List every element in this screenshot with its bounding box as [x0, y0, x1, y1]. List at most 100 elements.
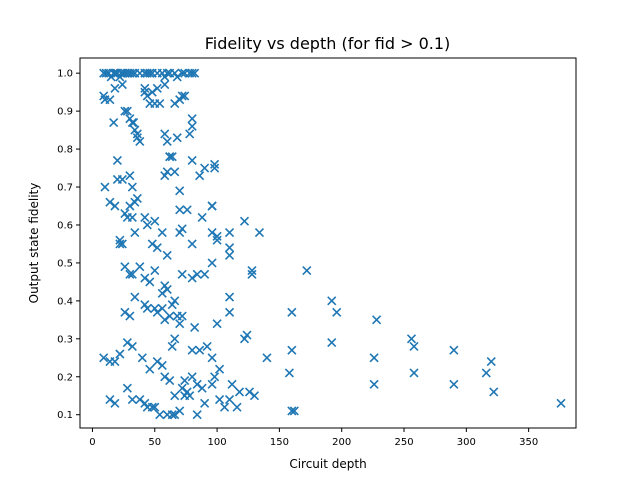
data-point	[249, 391, 260, 401]
data-point	[332, 307, 342, 317]
x-tick-label: 150	[270, 437, 289, 448]
data-point	[130, 227, 140, 238]
data-point	[195, 345, 205, 355]
data-point	[165, 375, 175, 386]
data-point	[127, 394, 137, 405]
data-point	[101, 68, 111, 78]
data-point	[109, 117, 119, 128]
data-point	[142, 220, 152, 230]
data-point	[369, 379, 379, 389]
data-point	[242, 330, 252, 340]
data-point	[110, 357, 120, 367]
data-point	[145, 68, 155, 78]
data-point	[125, 311, 135, 321]
data-point	[175, 205, 185, 215]
data-point	[157, 227, 167, 238]
data-point	[212, 231, 222, 241]
data-point	[99, 353, 109, 363]
data-point	[120, 106, 130, 116]
y-tick-label: 0.9	[57, 107, 73, 118]
data-point	[227, 379, 237, 389]
data-point	[165, 311, 175, 321]
data-point	[369, 353, 379, 363]
data-point	[232, 402, 242, 412]
data-point	[147, 402, 157, 412]
data-point	[177, 91, 187, 101]
data-point	[112, 155, 122, 166]
chart-title: Fidelity vs depth (for fid > 0.1)	[205, 34, 451, 53]
data-point	[202, 341, 212, 351]
data-point	[210, 163, 220, 173]
data-point	[224, 307, 235, 317]
data-point	[167, 152, 177, 162]
data-point	[127, 269, 137, 279]
data-point	[556, 398, 566, 408]
data-point	[110, 398, 120, 408]
data-point	[127, 68, 137, 78]
data-point	[122, 106, 132, 116]
data-point	[190, 322, 200, 333]
plot-frame	[79, 57, 577, 429]
data-point	[122, 338, 132, 348]
data-point	[162, 136, 172, 147]
data-point	[152, 243, 162, 253]
x-axis-label: Circuit depth	[289, 457, 366, 471]
data-point	[135, 136, 145, 147]
data-point	[239, 216, 250, 226]
data-point	[122, 383, 132, 393]
data-point	[187, 345, 197, 355]
data-point	[162, 284, 172, 295]
data-point	[180, 91, 190, 101]
data-point	[187, 372, 197, 382]
data-point	[212, 319, 222, 329]
data-point	[207, 353, 217, 363]
data-point	[177, 383, 187, 393]
data-point	[125, 269, 135, 279]
data-point	[449, 379, 459, 389]
data-point	[187, 114, 197, 124]
data-point	[481, 368, 491, 378]
data-point	[175, 319, 185, 329]
data-point	[175, 227, 185, 238]
data-point	[109, 68, 119, 78]
data-point	[145, 277, 155, 287]
y-tick-label: 0.4	[57, 296, 73, 307]
data-point	[160, 372, 170, 382]
y-tick-label: 0.3	[57, 334, 73, 345]
y-axis-label: Output state fidelity	[27, 183, 41, 304]
data-point	[142, 91, 152, 101]
y-tick-label: 0.5	[57, 258, 73, 269]
data-point	[187, 239, 197, 249]
data-point	[212, 235, 222, 245]
data-point	[247, 269, 257, 279]
data-point	[127, 182, 137, 192]
data-point	[224, 292, 235, 302]
data-point	[152, 307, 162, 317]
data-point	[207, 227, 217, 238]
data-point	[167, 410, 177, 420]
data-point	[117, 79, 127, 90]
data-point	[224, 227, 235, 238]
data-point	[170, 167, 180, 177]
x-tick-label: 200	[332, 437, 351, 448]
data-point	[192, 379, 202, 389]
data-point	[125, 201, 135, 211]
data-point	[287, 345, 297, 355]
data-point	[135, 262, 145, 272]
data-point	[140, 273, 150, 283]
data-point	[192, 410, 202, 420]
data-point	[170, 410, 180, 420]
data-point	[120, 262, 130, 272]
data-point	[197, 212, 207, 222]
data-point	[160, 129, 170, 139]
data-point	[200, 163, 210, 173]
data-point	[185, 129, 195, 139]
data-point	[147, 239, 157, 249]
data-point	[130, 292, 140, 302]
data-point	[140, 212, 150, 222]
data-point	[100, 182, 110, 192]
data-point	[185, 391, 195, 401]
data-point	[200, 398, 210, 408]
data-point	[125, 171, 135, 181]
data-point	[127, 117, 137, 128]
